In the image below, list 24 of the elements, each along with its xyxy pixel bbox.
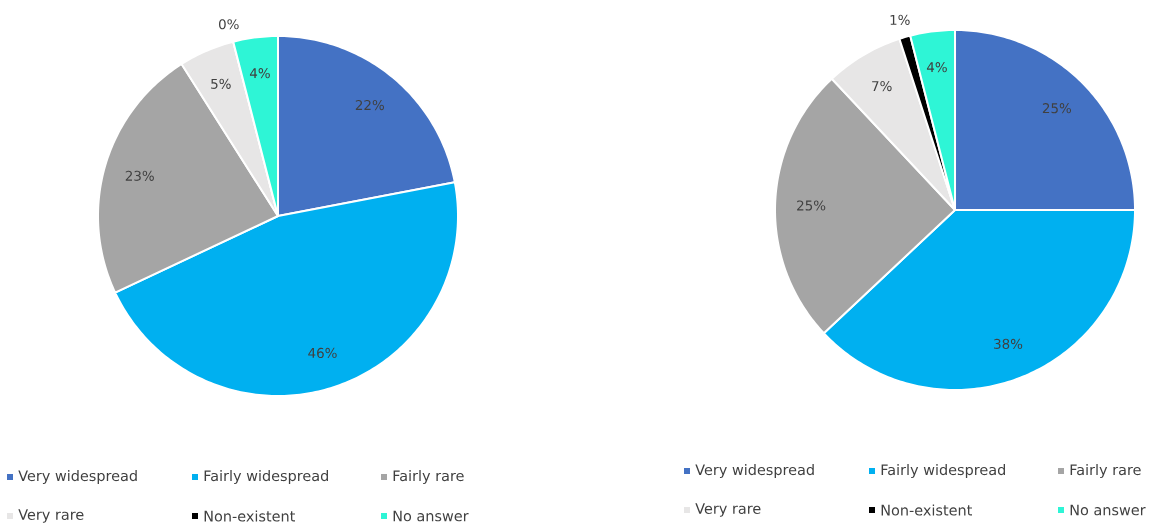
data-label: 7%	[872, 80, 892, 92]
legend-label: Very rare	[695, 503, 761, 517]
legend-label: Very rare	[18, 509, 84, 523]
data-label: 4%	[249, 68, 270, 79]
legend-label: Fairly widespread	[881, 464, 1005, 478]
data-label: 22%	[355, 99, 384, 111]
legend-label: Fairly rare	[1070, 464, 1141, 478]
data-label: 23%	[125, 170, 154, 181]
data-label: 1%	[890, 14, 910, 25]
data-label: 4%	[926, 62, 947, 73]
legend-label: Fairly widespread	[204, 470, 328, 484]
legend-label: Non-existent	[204, 510, 295, 522]
legend-label: Very widespread	[695, 464, 814, 478]
data-label: 46%	[308, 347, 337, 359]
text: 0%	[218, 19, 239, 30]
legend-label: Fairly rare	[393, 470, 464, 484]
data-label: 25%	[797, 200, 826, 211]
legend-label: Non-existent	[881, 504, 972, 516]
legend-label: Very widespread	[18, 470, 137, 484]
data-label: 38%	[994, 338, 1023, 349]
legend-label: No answer	[1070, 504, 1146, 516]
legend-label: No answer	[393, 510, 469, 522]
data-label: 5%	[211, 78, 231, 89]
data-label: 25%	[1042, 103, 1072, 114]
